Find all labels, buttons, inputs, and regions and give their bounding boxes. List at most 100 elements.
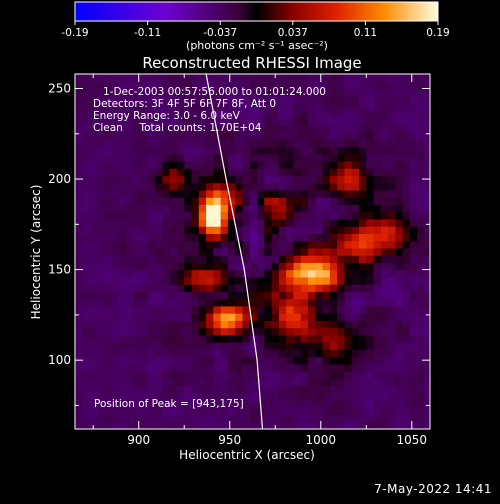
heatmap-cell [125,153,134,162]
heatmap-cell [176,407,185,416]
heatmap-cell [227,349,236,358]
heatmap-cell [373,291,382,300]
heatmap-cell [322,102,331,111]
heatmap-cell [373,139,382,148]
heatmap-cell [191,342,200,350]
heatmap-cell [125,392,134,401]
heatmap-cell [118,124,127,133]
heatmap-cell [242,131,251,140]
heatmap-cell [366,168,375,177]
heatmap-cell [191,298,200,307]
heatmap-cell [308,226,316,234]
heatmap-cell [322,233,331,242]
heatmap-cell [329,204,338,213]
heatmap-cell [82,363,91,372]
heatmap-cell [344,175,353,184]
heatmap-cell [235,349,244,358]
heatmap-cell [417,131,426,140]
heatmap-cell [308,218,316,227]
heatmap-cell [409,378,418,387]
heatmap-cell [329,327,338,336]
heatmap-cell [293,146,302,155]
heatmap-cell [293,313,302,321]
heatmap-cell [373,385,382,394]
heatmap-cell [293,81,302,90]
heatmap-cell [147,81,156,90]
heatmap-cell [118,400,127,408]
heatmap-cell [329,334,338,343]
heatmap-cell [82,407,91,416]
heatmap-cell [198,421,207,429]
heatmap-cell [220,146,229,155]
heatmap-cell [409,226,418,234]
heatmap-cell [206,81,214,90]
heatmap-cell [111,255,120,263]
heatmap-cell [104,269,113,278]
heatmap-cell [111,153,120,162]
heatmap-cell [395,189,404,198]
heatmap-cell [140,88,149,97]
heatmap-cell [176,276,185,285]
heatmap-cell [257,160,265,169]
heatmap-cell [424,291,430,300]
heatmap-cell [220,153,229,162]
heatmap-cell [198,342,207,350]
heatmap-cell [402,160,411,169]
heatmap-cell [133,153,142,162]
heatmap-cell [125,124,134,133]
heatmap-cell [96,356,105,365]
heatmap-cell [89,349,98,358]
heatmap-cell [257,276,265,285]
heatmap-cell [366,320,375,329]
heatmap-cell [373,124,382,133]
heatmap-cell [96,139,105,148]
heatmap-cell [162,407,171,416]
heatmap-cell [155,400,163,408]
heatmap-cell [206,291,214,300]
heatmap-cell [104,240,113,249]
heatmap-cell [286,153,295,162]
heatmap-cell [388,356,397,365]
heatmap-cell [395,255,404,263]
heatmap-cell [308,240,316,249]
heatmap-cell [271,146,280,155]
heatmap-cell [286,421,295,429]
heatmap-cell [366,356,375,365]
heatmap-cell [278,349,287,358]
heatmap-cell [278,313,287,321]
heatmap-cell [162,182,171,191]
heatmap-cell [118,298,127,307]
heatmap-cell [118,356,127,365]
heatmap-cell [111,342,120,350]
heatmap-cell [133,407,142,416]
heatmap-cell [373,269,382,278]
heatmap-cell [104,305,113,314]
heatmap-cell [206,189,214,198]
heatmap-cell [409,400,418,408]
heatmap-cell [249,204,258,213]
heatmap-cell [155,197,163,205]
heatmap-cell [380,356,389,365]
heatmap-cell [169,139,178,148]
heatmap-cell [300,327,309,336]
heatmap-cell [359,139,367,148]
heatmap-cell [249,327,258,336]
heatmap-cell [125,305,134,314]
heatmap-cell [140,414,149,423]
heatmap-cell [257,363,265,372]
heatmap-cell [162,204,171,213]
heatmap-cell [308,110,316,119]
heatmap-cell [359,160,367,169]
heatmap-cell [89,327,98,336]
heatmap-cell [409,276,418,285]
heatmap-cell [337,218,346,227]
heatmap-cell [417,211,426,220]
heatmap-cell [184,211,193,220]
heatmap-cell [242,356,251,365]
heatmap-cell [111,269,120,278]
heatmap-cell [155,284,163,292]
heatmap-cell [293,407,302,416]
heatmap-cell [264,197,273,205]
heatmap-cell [184,305,193,314]
heatmap-cell [395,305,404,314]
